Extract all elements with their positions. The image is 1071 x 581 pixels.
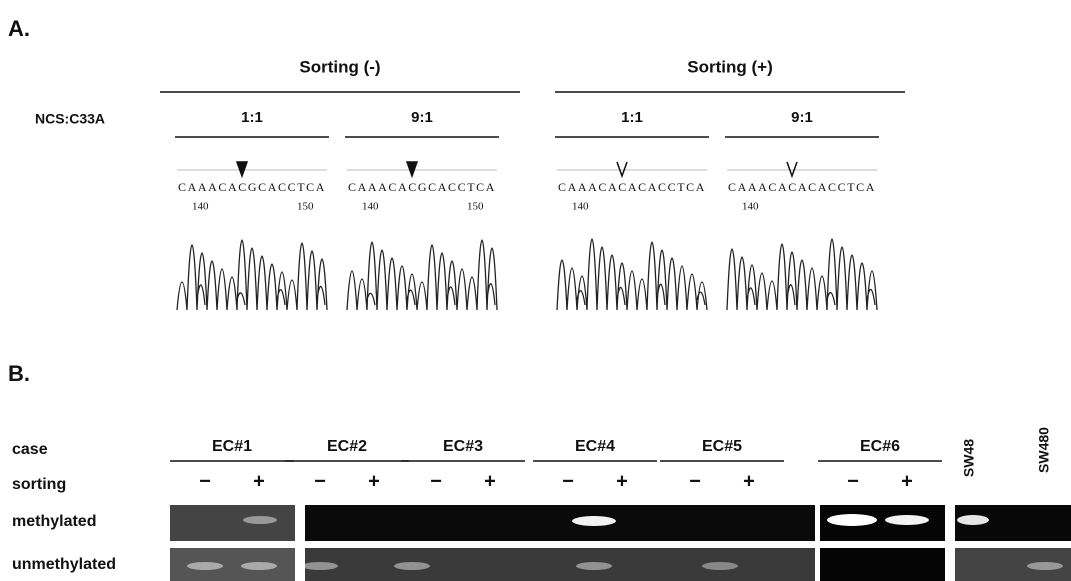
position: 150 (467, 201, 484, 213)
chromatogram (177, 240, 327, 310)
arrowhead (617, 162, 627, 176)
sequence: CAAACACACACCTCA (728, 180, 876, 194)
gel-band (187, 562, 223, 570)
control-label: SW480 (1036, 427, 1052, 473)
gel-methylated (170, 505, 295, 541)
position: 140 (362, 201, 379, 213)
gel-unmethylated (820, 548, 945, 581)
gel-band (702, 562, 738, 570)
arrowhead (407, 162, 417, 176)
sorting-sign: + (901, 470, 913, 492)
chromatogram (557, 239, 707, 310)
sorting-sign: − (847, 470, 859, 492)
sorting-sign: + (484, 470, 496, 492)
arrowhead (237, 162, 247, 176)
gel-band (576, 562, 612, 570)
row-label: sorting (12, 476, 66, 493)
case-label: EC#3 (443, 438, 483, 455)
position: 140 (572, 201, 589, 213)
chromatogram (727, 239, 877, 310)
position: 140 (742, 201, 759, 213)
sequence: CAAACACGCACCTCA (178, 180, 326, 194)
gel-methylated (305, 505, 815, 541)
gel-unmethylated (305, 548, 815, 581)
group-title: Sorting (+) (687, 57, 772, 76)
sorting-sign: + (368, 470, 380, 492)
sorting-sign: + (616, 470, 628, 492)
gel-band (302, 562, 338, 570)
sequence: CAAACACGCACCTCA (348, 180, 496, 194)
sorting-sign: − (199, 470, 211, 492)
case-label: EC#6 (860, 438, 900, 455)
sorting-sign: − (314, 470, 326, 492)
sorting-sign: − (689, 470, 701, 492)
row-label: methylated (12, 513, 96, 530)
row-label: unmethylated (12, 556, 116, 573)
chromatogram (347, 240, 497, 310)
gel-band (885, 515, 929, 525)
ratio-label: 1:1 (621, 109, 643, 126)
sorting-sign: + (743, 470, 755, 492)
gel-band (243, 516, 277, 524)
case-label: EC#4 (575, 438, 615, 455)
ratio-label: 9:1 (411, 109, 433, 126)
group-title: Sorting (-) (299, 57, 380, 76)
arrowhead (787, 162, 797, 176)
gel-band (394, 562, 430, 570)
sorting-sign: + (253, 470, 265, 492)
row-label: case (12, 441, 48, 458)
gel-band (827, 514, 877, 526)
case-label: EC#1 (212, 438, 252, 455)
sorting-sign: − (562, 470, 574, 492)
ratio-label: 1:1 (241, 109, 263, 126)
case-label: EC#2 (327, 438, 367, 455)
sorting-sign: − (430, 470, 442, 492)
panel-label: A. (8, 16, 30, 41)
gel-band (1027, 562, 1063, 570)
control-label: SW48 (961, 439, 977, 477)
gel-band (241, 562, 277, 570)
sequence: CAAACACACACCTCA (558, 180, 706, 194)
gel-band (957, 515, 989, 525)
gel-band (572, 516, 616, 526)
row-label: NCS:C33A (35, 111, 105, 127)
panel-label: B. (8, 361, 30, 386)
position: 150 (297, 201, 314, 213)
position: 140 (192, 201, 209, 213)
figure: A. Sorting (-) Sorting (+) NCS:C33A B. 1… (0, 0, 1071, 581)
case-label: EC#5 (702, 438, 742, 455)
ratio-label: 9:1 (791, 109, 813, 126)
